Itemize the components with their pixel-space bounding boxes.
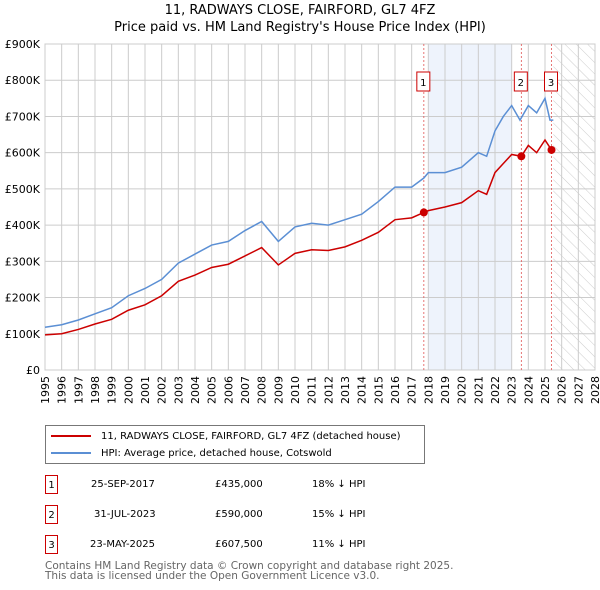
x-tick-label: 2015 bbox=[372, 376, 385, 404]
x-tick-label: 2025 bbox=[539, 376, 552, 404]
x-tick-label: 2010 bbox=[289, 376, 302, 404]
x-tick-label: 2000 bbox=[122, 376, 135, 404]
x-tick-label: 2026 bbox=[556, 376, 569, 404]
x-tick-label: 1999 bbox=[106, 376, 119, 404]
sale-point bbox=[419, 208, 428, 217]
y-tick-label: £200K bbox=[5, 292, 41, 305]
x-tick-label: 2016 bbox=[389, 376, 402, 404]
series-line bbox=[44, 96, 554, 328]
legend-swatch-hpi bbox=[51, 452, 91, 454]
sale-date: 25-SEP-2017 bbox=[91, 479, 155, 490]
x-tick-label: 2008 bbox=[256, 376, 269, 404]
x-tick-label: 2021 bbox=[472, 376, 485, 404]
legend-label-hpi: HPI: Average price, detached house, Cots… bbox=[101, 447, 332, 459]
forecast-hatch bbox=[553, 44, 595, 370]
legend-label-property: 11, RADWAYS CLOSE, FAIRFORD, GL7 4FZ (de… bbox=[101, 430, 401, 442]
x-tick-label: 2003 bbox=[172, 376, 185, 404]
sale-flag-label: 3 bbox=[548, 78, 554, 89]
x-tick-label: 2020 bbox=[456, 376, 469, 404]
x-tick-label: 2027 bbox=[572, 376, 585, 404]
x-tick-label: 2014 bbox=[356, 376, 369, 404]
sale-date: 31-JUL-2023 bbox=[94, 509, 156, 520]
x-tick-label: 2013 bbox=[339, 376, 352, 404]
y-tick-label: £300K bbox=[5, 255, 41, 268]
x-tick-label: 1998 bbox=[89, 376, 102, 404]
sale-badge: 2 bbox=[45, 505, 58, 524]
x-tick-label: 2028 bbox=[589, 376, 600, 404]
sale-price: £590,000 bbox=[215, 509, 263, 520]
y-tick-label: £100K bbox=[5, 328, 41, 341]
x-tick-label: 1996 bbox=[56, 376, 69, 404]
y-tick-label: £800K bbox=[5, 74, 41, 87]
sale-flag bbox=[513, 71, 528, 92]
x-tick-label: 2018 bbox=[422, 376, 435, 404]
sale-hpi: 18% ↓ HPI bbox=[312, 479, 366, 490]
x-tick-label: 2007 bbox=[239, 376, 252, 404]
footer-licence: This data is licensed under the Open Gov… bbox=[45, 570, 380, 582]
x-tick-label: 2001 bbox=[139, 376, 152, 404]
x-tick-label: 2004 bbox=[189, 376, 202, 404]
x-tick-label: 2011 bbox=[306, 376, 319, 404]
sale-flag-label: 2 bbox=[518, 78, 524, 89]
x-tick-label: 2002 bbox=[156, 376, 169, 404]
sale-row: 2 31-JUL-2023 £590,000 15% ↓ HPI bbox=[45, 505, 475, 525]
y-tick-label: £900K bbox=[5, 38, 41, 51]
legend-swatch-property bbox=[51, 435, 91, 437]
sale-hpi: 15% ↓ HPI bbox=[312, 509, 366, 520]
sale-flag-label: 1 bbox=[420, 78, 426, 89]
x-tick-label: 1997 bbox=[72, 376, 85, 404]
y-tick-label: £400K bbox=[5, 219, 41, 232]
sale-badge: 1 bbox=[45, 475, 58, 494]
footer-copyright: Contains HM Land Registry data © Crown c… bbox=[45, 560, 454, 572]
sale-price: £435,000 bbox=[215, 479, 263, 490]
x-tick-label: 2023 bbox=[506, 376, 519, 404]
x-tick-label: 2024 bbox=[522, 376, 535, 404]
x-tick-label: 2005 bbox=[206, 376, 219, 404]
y-tick-label: £700K bbox=[5, 110, 41, 123]
chart-subtitle: Price paid vs. HM Land Registry's House … bbox=[114, 20, 486, 35]
sale-badge: 3 bbox=[45, 535, 58, 554]
sale-row: 3 23-MAY-2025 £607,500 11% ↓ HPI bbox=[45, 535, 475, 555]
y-tick-label: £600K bbox=[5, 147, 41, 160]
plot-border bbox=[44, 43, 596, 371]
sale-hpi: 11% ↓ HPI bbox=[312, 539, 366, 550]
legend: 11, RADWAYS CLOSE, FAIRFORD, GL7 4FZ (de… bbox=[45, 425, 425, 464]
y-tick-label: £500K bbox=[5, 183, 41, 196]
x-tick-label: 2012 bbox=[322, 376, 335, 404]
x-tick-label: 2019 bbox=[439, 376, 452, 404]
sale-flag bbox=[544, 71, 558, 92]
sale-point bbox=[547, 145, 556, 154]
x-tick-label: 2009 bbox=[272, 376, 285, 404]
sale-row: 1 25-SEP-2017 £435,000 18% ↓ HPI bbox=[45, 475, 475, 495]
x-tick-label: 1995 bbox=[39, 376, 52, 404]
sale-price: £607,500 bbox=[215, 539, 263, 550]
sale-date: 23-MAY-2025 bbox=[90, 539, 156, 550]
x-tick-label: 2017 bbox=[406, 376, 419, 404]
sale-flag bbox=[416, 71, 431, 92]
x-tick-label: 2006 bbox=[222, 376, 235, 404]
x-tick-label: 2022 bbox=[489, 376, 502, 404]
sale-point bbox=[517, 152, 526, 161]
y-tick-label: £0 bbox=[26, 364, 40, 377]
shaded-period bbox=[428, 44, 512, 370]
chart-title: 11, RADWAYS CLOSE, FAIRFORD, GL7 4FZ bbox=[164, 3, 436, 18]
series-line bbox=[44, 138, 553, 336]
plot-area: 1995 1996 1997 1998 1999 2000 2001 2002 2003 2004… bbox=[5, 38, 600, 404]
